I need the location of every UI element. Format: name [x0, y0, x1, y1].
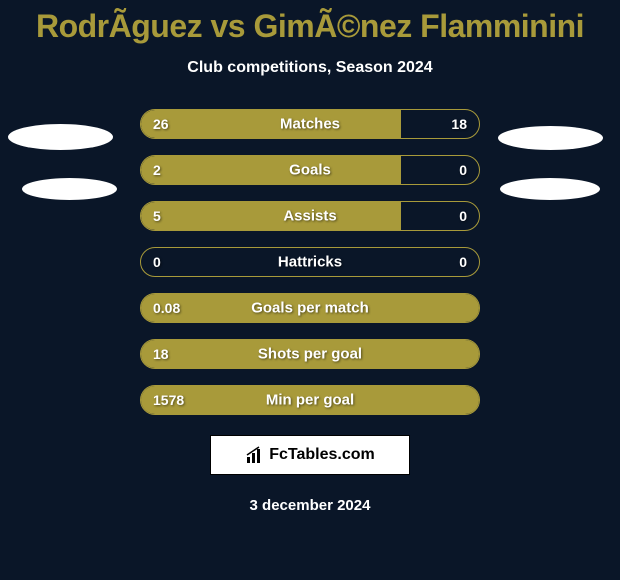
- stat-fill: [141, 110, 401, 138]
- decorative-ellipse: [498, 126, 603, 150]
- chart-icon: [245, 445, 265, 465]
- stat-fill: [141, 202, 401, 230]
- stat-value-left: 5: [153, 208, 161, 224]
- stat-row: 0.08 Goals per match: [140, 293, 480, 323]
- decorative-ellipse: [8, 124, 113, 150]
- stat-label: Matches: [280, 116, 340, 133]
- stat-label: Goals: [289, 162, 331, 179]
- stat-label: Assists: [283, 208, 336, 225]
- stat-label: Goals per match: [251, 300, 369, 317]
- stat-label: Hattricks: [278, 254, 342, 271]
- stat-value-right: 0: [459, 208, 467, 224]
- stat-row: 1578 Min per goal: [140, 385, 480, 415]
- stat-row: 2 Goals 0: [140, 155, 480, 185]
- logo-box: FcTables.com: [210, 435, 410, 475]
- stat-value-left: 18: [153, 346, 169, 362]
- stat-value-right: 18: [451, 116, 467, 132]
- stat-value-right: 0: [459, 162, 467, 178]
- decorative-ellipse: [22, 178, 117, 200]
- stat-row: 26 Matches 18: [140, 109, 480, 139]
- stat-value-right: 0: [459, 254, 467, 270]
- page-title: RodrÃ­guez vs GimÃ©nez Flamminini: [0, 0, 620, 45]
- stat-row: 18 Shots per goal: [140, 339, 480, 369]
- stat-label: Shots per goal: [258, 346, 362, 363]
- stat-value-left: 0: [153, 254, 161, 270]
- stat-value-left: 0.08: [153, 300, 180, 316]
- stat-row: 5 Assists 0: [140, 201, 480, 231]
- stat-fill: [141, 156, 401, 184]
- logo-text: FcTables.com: [269, 446, 375, 464]
- decorative-ellipse: [500, 178, 600, 200]
- stat-row: 0 Hattricks 0: [140, 247, 480, 277]
- subtitle: Club competitions, Season 2024: [0, 59, 620, 77]
- stat-label: Min per goal: [266, 392, 354, 409]
- logo-content: FcTables.com: [245, 445, 375, 465]
- stat-value-left: 1578: [153, 392, 184, 408]
- stats-container: 26 Matches 18 2 Goals 0 5 Assists 0 0 Hattricks 0 0.…: [0, 109, 620, 415]
- stat-value-left: 2: [153, 162, 161, 178]
- stat-value-left: 26: [153, 116, 169, 132]
- date-label: 3 december 2024: [0, 497, 620, 514]
